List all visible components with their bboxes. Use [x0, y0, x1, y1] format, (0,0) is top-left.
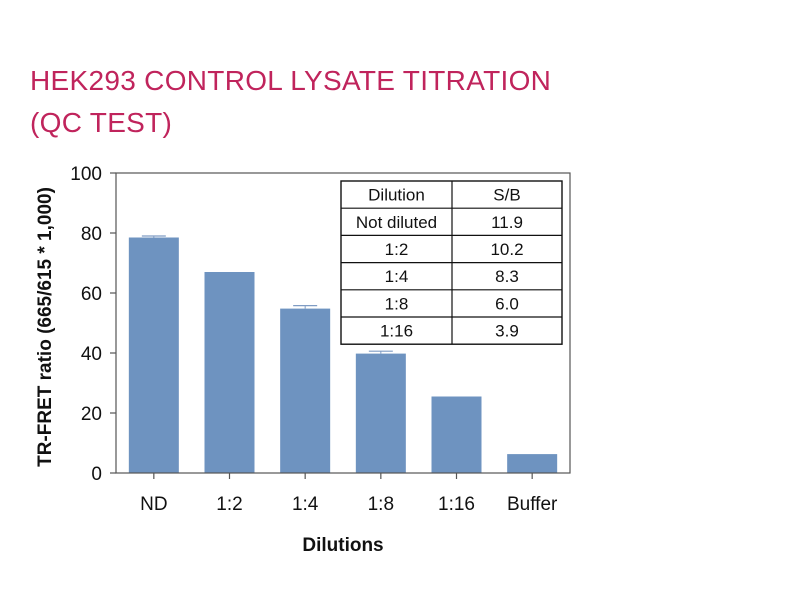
x-axis-title: Dilutions [302, 535, 383, 556]
x-tick-label: 1:8 [368, 494, 394, 515]
chart-title-line-1: HEK293 CONTROL LYSATE TITRATION [30, 65, 552, 96]
sb-table: Dilution S/B Not diluted 11.9 1:2 10.2 1:4 8.3 1… [340, 180, 563, 345]
sb-table-cell-sb: 6.0 [495, 294, 519, 313]
axes-layer: 0 20 40 60 80 100 ND 1:2 1:4 1:8 1:16 Buffer Dilutio… [35, 164, 571, 556]
sb-table-cell-dilution: 1:8 [385, 294, 409, 313]
y-tick-label: 80 [81, 224, 102, 245]
y-tick-label: 60 [81, 284, 102, 305]
bars-layer [128, 235, 558, 473]
sb-table-cell-dilution: Not diluted [356, 213, 437, 232]
bar-nd [128, 237, 179, 473]
bar-buffer [507, 454, 558, 473]
bar-1-2 [204, 272, 255, 473]
bar-1-16 [431, 396, 482, 473]
plot-frame [115, 172, 571, 474]
chart-title: HEK293 CONTROL LYSATE TITRATION (QC TEST… [30, 60, 730, 144]
sb-table-cell-sb: 10.2 [490, 240, 523, 259]
sb-table-cell-dilution: 1:4 [385, 267, 409, 286]
bar-1-8 [355, 353, 406, 473]
sb-table-header-dilution: Dilution [368, 186, 425, 205]
sb-table-cell-sb: 11.9 [491, 213, 523, 232]
x-tick-label: 1:2 [216, 494, 242, 515]
y-tick-label: 20 [81, 404, 102, 425]
x-tick-label: 1:4 [292, 494, 319, 515]
x-tick-label: ND [140, 494, 167, 515]
sb-table-cell-dilution: 1:16 [380, 322, 413, 341]
bar-1-4 [280, 308, 331, 473]
y-tick-label: 0 [91, 464, 102, 485]
sb-table-cell-sb: 8.3 [495, 267, 519, 286]
sb-table-cell-dilution: 1:2 [385, 240, 409, 259]
chart-title-line-2: (QC TEST) [30, 107, 173, 138]
y-axis-title: TR-FRET ratio (665/615 * 1,000) [35, 187, 56, 467]
y-tick-label: 40 [81, 344, 102, 365]
sb-table-header-sb: S/B [493, 186, 520, 205]
sb-table-cell-sb: 3.9 [495, 322, 519, 341]
x-tick-label: Buffer [507, 494, 558, 515]
y-tick-label: 100 [70, 164, 102, 185]
x-tick-label: 1:16 [438, 494, 475, 515]
